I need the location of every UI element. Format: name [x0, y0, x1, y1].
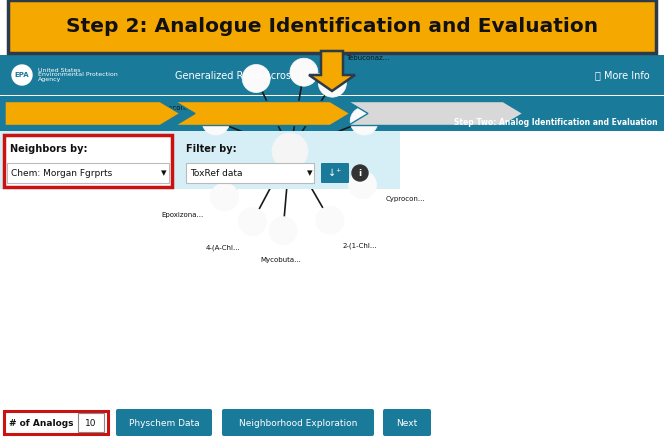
Circle shape: [269, 217, 297, 245]
Text: ↓⁺: ↓⁺: [328, 168, 342, 178]
Circle shape: [290, 58, 318, 86]
FancyBboxPatch shape: [7, 163, 169, 183]
Text: Neighborhood Exploration: Neighborhood Exploration: [239, 419, 357, 428]
Text: Hexaconaz...: Hexaconaz...: [286, 41, 331, 47]
Circle shape: [319, 69, 347, 97]
Text: Teracon...: Teracon...: [158, 105, 192, 111]
Text: 4-(A-Chl...: 4-(A-Chl...: [205, 245, 240, 251]
FancyBboxPatch shape: [4, 135, 172, 187]
Circle shape: [352, 165, 368, 181]
Text: Environmental Protection: Environmental Protection: [38, 72, 118, 78]
FancyBboxPatch shape: [0, 96, 664, 131]
Text: Metconaz...: Metconaz...: [205, 49, 245, 55]
Text: ⓘ More Info: ⓘ More Info: [595, 70, 649, 80]
Circle shape: [238, 208, 266, 235]
Circle shape: [202, 107, 230, 135]
Polygon shape: [348, 101, 523, 126]
Circle shape: [12, 65, 32, 85]
Circle shape: [242, 64, 270, 93]
FancyArrow shape: [309, 51, 355, 91]
FancyBboxPatch shape: [321, 163, 349, 183]
Text: # of Analogs: # of Analogs: [9, 419, 74, 428]
Text: Step Two: Analog Identification and Evaluation: Step Two: Analog Identification and Eval…: [454, 118, 658, 127]
Circle shape: [272, 133, 308, 169]
Text: Next: Next: [396, 419, 418, 428]
Text: Epoxizona...: Epoxizona...: [161, 212, 203, 218]
Text: Fluzinaz...: Fluzinaz...: [276, 173, 311, 179]
Text: EPA: EPA: [15, 72, 29, 78]
Circle shape: [210, 183, 238, 211]
FancyBboxPatch shape: [116, 409, 212, 436]
Text: Mycobuta...: Mycobuta...: [260, 257, 301, 262]
Text: Generalized Read-Across (GenRA): Generalized Read-Across (GenRA): [175, 70, 340, 80]
FancyBboxPatch shape: [222, 409, 374, 436]
Circle shape: [316, 206, 344, 234]
FancyBboxPatch shape: [78, 413, 104, 432]
Text: Flusilaz...: Flusilaz...: [388, 105, 421, 111]
Text: Neighbors by:: Neighbors by:: [10, 144, 88, 154]
FancyBboxPatch shape: [0, 55, 664, 95]
Text: ToxRef data: ToxRef data: [190, 168, 242, 177]
Text: Step 2: Analogue Identification and Evaluation: Step 2: Analogue Identification and Eval…: [66, 17, 598, 36]
Text: ▾: ▾: [307, 168, 313, 178]
Text: Chem: Morgan Fgrprts: Chem: Morgan Fgrprts: [11, 168, 112, 177]
Text: Cyprocon...: Cyprocon...: [386, 196, 426, 202]
Text: i: i: [359, 168, 362, 177]
Text: 10: 10: [85, 419, 97, 428]
Polygon shape: [175, 101, 350, 126]
Text: Agency: Agency: [38, 76, 61, 82]
Text: Tebuconaz...: Tebuconaz...: [346, 55, 390, 61]
Text: ▾: ▾: [161, 168, 167, 178]
Polygon shape: [5, 101, 180, 126]
Circle shape: [349, 171, 376, 199]
Circle shape: [350, 107, 378, 135]
FancyBboxPatch shape: [4, 411, 108, 434]
FancyBboxPatch shape: [186, 163, 314, 183]
Text: 2-(1-Chl...: 2-(1-Chl...: [343, 243, 378, 249]
FancyBboxPatch shape: [383, 409, 431, 436]
Text: Physchem Data: Physchem Data: [129, 419, 199, 428]
Text: Filter by:: Filter by:: [186, 144, 236, 154]
Text: United States: United States: [38, 68, 80, 74]
FancyBboxPatch shape: [8, 0, 656, 53]
FancyBboxPatch shape: [0, 131, 400, 189]
